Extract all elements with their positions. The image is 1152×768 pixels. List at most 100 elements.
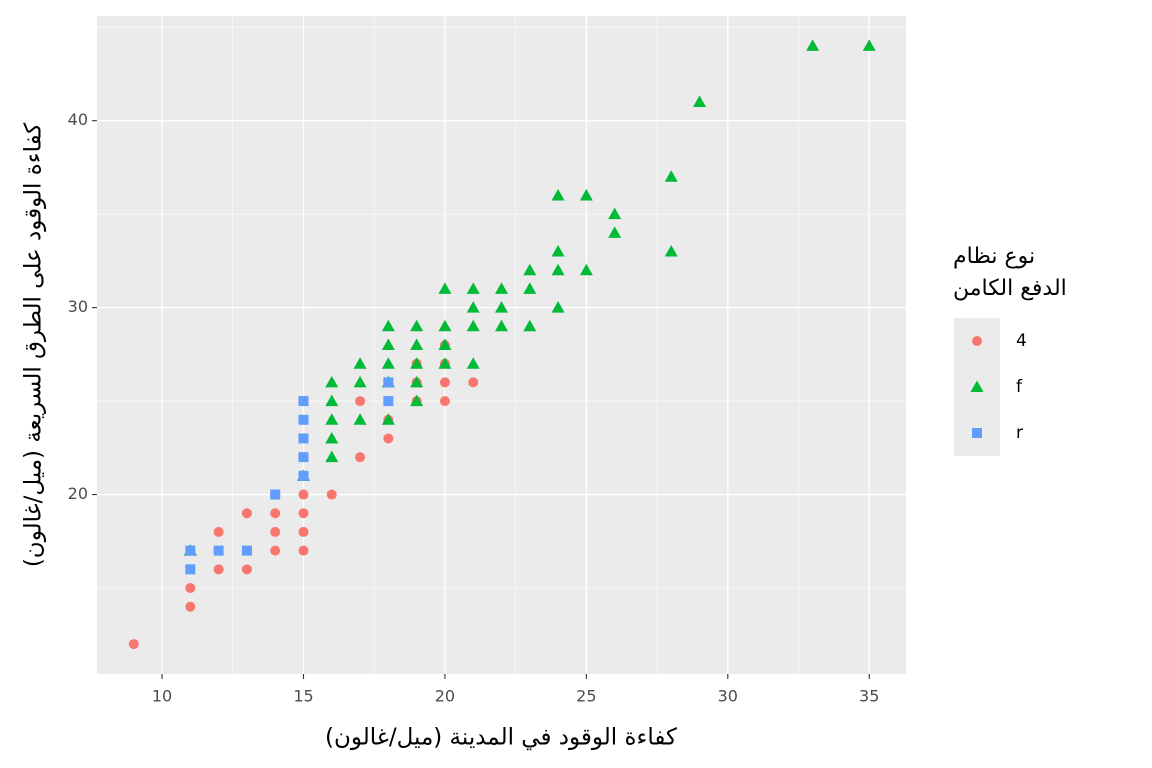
point xyxy=(495,301,508,313)
point xyxy=(185,601,196,612)
point xyxy=(862,39,876,51)
legend-title: الدفع الكامن xyxy=(953,276,1067,301)
point xyxy=(270,489,281,500)
point xyxy=(466,319,480,332)
y-tick-label: 30 xyxy=(68,297,88,316)
point xyxy=(551,301,565,313)
point xyxy=(353,375,367,388)
point xyxy=(270,526,281,537)
point xyxy=(495,282,508,294)
point xyxy=(270,545,281,556)
point xyxy=(806,39,820,51)
point xyxy=(438,319,452,332)
legend-label: f xyxy=(1016,377,1023,397)
legend-label: r xyxy=(1016,423,1023,443)
point xyxy=(185,564,196,575)
point xyxy=(664,245,678,257)
point xyxy=(325,394,339,407)
point xyxy=(466,282,480,294)
point xyxy=(353,413,367,425)
points xyxy=(128,39,876,650)
point xyxy=(241,545,252,556)
point xyxy=(410,375,424,388)
x-tick-label: 25 xyxy=(576,687,596,706)
point xyxy=(128,639,139,650)
point xyxy=(298,545,309,556)
point xyxy=(468,377,479,388)
point xyxy=(213,545,224,556)
point xyxy=(439,396,450,407)
point xyxy=(325,375,339,388)
legend: نوع نظام الدفع الكامن 4 f r xyxy=(953,244,1067,456)
point xyxy=(579,263,593,276)
point xyxy=(355,396,366,407)
point xyxy=(693,95,707,107)
x-tick-label: 20 xyxy=(435,687,455,706)
point xyxy=(410,319,424,332)
x-tick-label: 30 xyxy=(718,687,738,706)
y-tick-label: 40 xyxy=(68,110,88,129)
point xyxy=(298,526,309,537)
point xyxy=(298,396,309,407)
point xyxy=(466,357,480,369)
legend-title: نوع نظام xyxy=(953,244,1035,269)
point xyxy=(495,319,508,332)
point xyxy=(381,357,395,369)
point xyxy=(523,282,537,294)
point xyxy=(438,282,452,294)
point xyxy=(185,545,196,556)
point xyxy=(579,188,593,201)
point xyxy=(383,377,394,388)
point xyxy=(438,357,452,369)
point xyxy=(325,431,339,444)
point xyxy=(664,170,678,182)
point xyxy=(523,263,537,276)
point xyxy=(298,489,309,500)
point xyxy=(298,452,309,463)
point xyxy=(608,207,622,220)
x-axis-title: كفاءة الوقود في المدينة (ميل/غالون) xyxy=(325,725,677,751)
point xyxy=(241,564,252,575)
point xyxy=(410,394,424,407)
point xyxy=(439,377,450,388)
panel xyxy=(97,16,906,674)
point xyxy=(551,245,565,257)
point xyxy=(438,338,452,350)
legend-key xyxy=(972,428,982,438)
x-tick-label: 15 xyxy=(293,687,313,706)
y-tick-label: 20 xyxy=(68,484,88,503)
point xyxy=(241,508,252,519)
point xyxy=(381,338,395,350)
point xyxy=(523,319,537,332)
point xyxy=(298,414,309,425)
axes: 10 15 20 25 30 35 20 30 40 xyxy=(68,110,880,705)
point xyxy=(185,583,196,594)
legend-key xyxy=(970,380,984,392)
point xyxy=(353,357,367,369)
point xyxy=(466,301,480,313)
point xyxy=(298,508,309,519)
x-tick-label: 10 xyxy=(152,687,172,706)
point xyxy=(381,413,395,425)
point xyxy=(298,470,309,481)
point xyxy=(551,263,565,276)
y-axis-title: كفاءة الوقود على الطرق السريعة (ميل/غالو… xyxy=(21,123,47,567)
point xyxy=(383,433,394,444)
legend-key xyxy=(972,336,982,346)
point xyxy=(410,338,424,350)
point xyxy=(325,450,339,463)
point xyxy=(213,564,224,575)
point xyxy=(270,508,281,519)
point xyxy=(213,526,224,537)
point xyxy=(608,226,622,238)
point xyxy=(383,396,394,407)
point xyxy=(325,413,339,425)
point xyxy=(551,188,565,201)
point xyxy=(298,433,309,444)
point xyxy=(410,357,424,369)
legend-label: 4 xyxy=(1016,331,1027,351)
x-tick-label: 35 xyxy=(859,687,879,706)
point xyxy=(326,489,337,500)
point xyxy=(381,319,395,332)
